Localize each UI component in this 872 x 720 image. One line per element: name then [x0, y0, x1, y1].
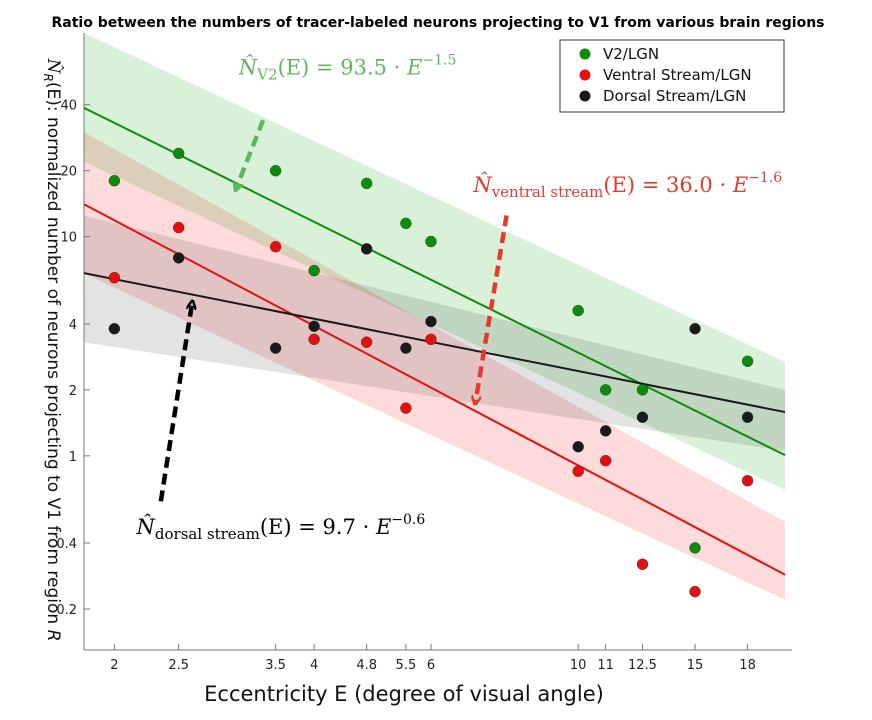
data-point	[425, 315, 437, 328]
data-point	[108, 271, 121, 284]
x-tick-label: 3.5	[265, 658, 286, 673]
data-point	[308, 320, 320, 332]
data-point	[599, 425, 612, 437]
data-point	[400, 342, 412, 354]
data-point	[425, 333, 437, 346]
data-points	[108, 147, 754, 598]
annotation-arrow	[475, 215, 509, 402]
data-point	[599, 384, 612, 396]
data-point	[425, 235, 437, 248]
data-point	[689, 323, 701, 335]
legend-label: V2/LGN	[603, 45, 659, 63]
x-tick-label: 18	[739, 658, 756, 673]
data-point	[689, 542, 701, 554]
band-V2/LGN	[84, 33, 786, 490]
data-point	[360, 336, 373, 348]
data-point	[172, 221, 185, 234]
equation-annotations: N̂V2(E) = 93.5 · E−1.5 N̂ventral stream(E…	[136, 52, 783, 543]
data-point	[400, 402, 412, 414]
y-tick-label: 10	[60, 231, 77, 246]
data-point	[689, 585, 701, 598]
data-point	[636, 558, 649, 570]
legend-box	[559, 39, 785, 113]
x-tick-label: 2	[110, 658, 118, 673]
data-point	[572, 304, 584, 317]
legend-marker	[579, 90, 591, 102]
data-point	[108, 175, 121, 187]
data-point	[360, 243, 373, 255]
x-tick-label: 11	[597, 658, 614, 673]
data-point	[636, 411, 649, 423]
data-point	[172, 252, 185, 264]
data-point	[269, 241, 282, 253]
y-tick-label: 40	[60, 99, 77, 114]
annotation-equation: N̂dorsal stream(E) = 9.7 · E−0.6	[136, 512, 426, 543]
data-point	[172, 147, 185, 160]
annotation-arrow	[236, 119, 266, 189]
data-point	[108, 323, 121, 335]
data-point	[269, 165, 282, 177]
x-tick-label: 10	[570, 658, 587, 673]
x-tick-label: 2.5	[168, 658, 189, 673]
x-tick-label: 5.5	[396, 658, 417, 673]
legend-marker	[579, 48, 591, 60]
data-point	[741, 474, 754, 487]
x-tick-label: 15	[687, 658, 704, 673]
legend: V2/LGN Ventral Stream/LGN Dorsal Stream/LG…	[559, 39, 785, 113]
x-tick-label: 6	[427, 658, 435, 673]
y-tick-label: 1	[69, 450, 77, 465]
data-point	[400, 217, 412, 230]
axes: 2 2.5 3.5 4 4.8 5.5 6 10 11 12.5 15 18 0.2 0.4 1 2 4 10 20…	[56, 33, 792, 673]
y-tick-label: 0.4	[56, 537, 77, 552]
data-point	[308, 264, 320, 277]
data-point	[360, 177, 373, 190]
y-axis-label: N̂R(E): normalized number of neurons pro…	[41, 58, 63, 642]
annotation-equation: N̂V2(E) = 93.5 · E−1.5	[238, 52, 457, 83]
data-point	[636, 384, 649, 396]
legend-label: Ventral Stream/LGN	[603, 66, 752, 84]
y-tick-label: 4	[69, 318, 77, 333]
data-point	[741, 355, 754, 367]
y-tick-label: 2	[69, 384, 77, 399]
x-tick-label: 4	[310, 658, 318, 673]
legend-label: Dorsal Stream/LGN	[603, 87, 746, 105]
data-point	[572, 465, 584, 477]
y-tick-label: 0.2	[56, 603, 77, 618]
x-axis-label: Eccentricity E (degree of visual angle)	[204, 682, 604, 706]
chart-title: Ratio between the numbers of tracer-labe…	[52, 15, 825, 31]
y-tick-label: 20	[60, 165, 77, 180]
fit-line-Ventral Stream/LGN	[84, 203, 786, 576]
fit-line-V2/LGN	[84, 106, 786, 457]
data-point	[308, 333, 320, 346]
data-point	[572, 441, 584, 453]
annotation-equation: N̂ventral stream(E) = 36.0 · E−1.6	[472, 170, 782, 201]
data-point	[599, 455, 612, 467]
data-point	[269, 342, 282, 354]
x-tick-label: 12.5	[628, 658, 657, 673]
data-point	[741, 411, 754, 423]
x-tick-label: 4.8	[356, 658, 377, 673]
legend-marker	[579, 69, 591, 81]
